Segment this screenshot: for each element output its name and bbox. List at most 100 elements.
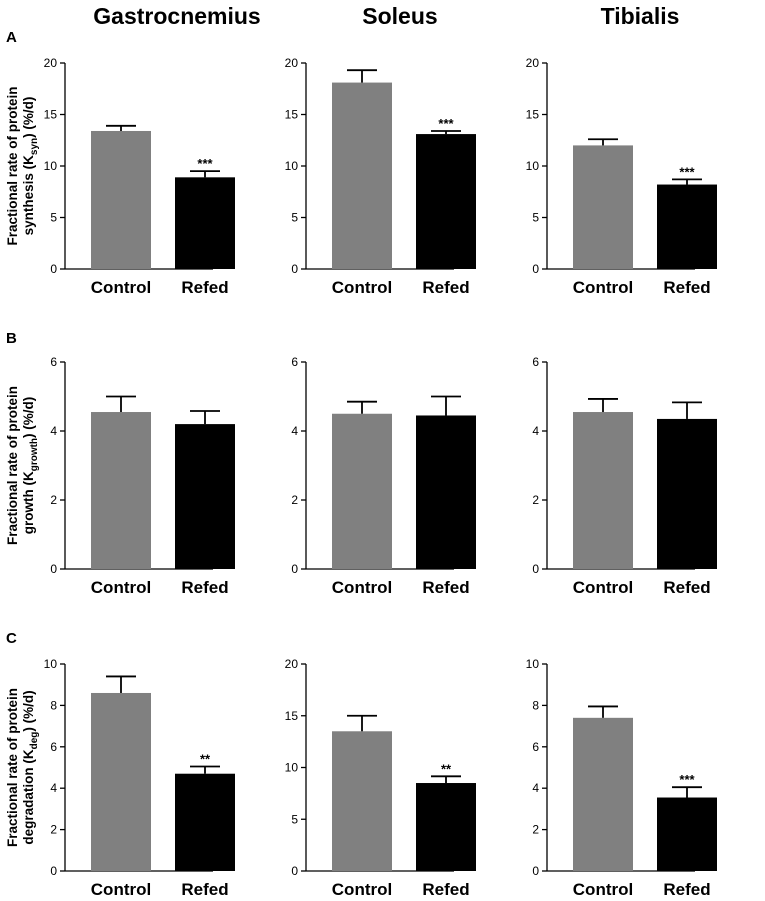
y-axis-label: Fractional rate of protein synthesis (Ksy… <box>5 86 40 245</box>
category-label-control: Control <box>91 880 151 899</box>
y-tick-label: 0 <box>532 562 539 576</box>
category-label-control: Control <box>573 278 633 297</box>
y-tick-label: 20 <box>285 56 299 70</box>
y-tick-label: 6 <box>532 355 539 369</box>
significance-marker: *** <box>679 772 695 787</box>
category-label-control: Control <box>91 578 151 597</box>
category-label-refed: Refed <box>663 880 710 899</box>
category-label-refed: Refed <box>663 278 710 297</box>
panel-letter-b: B <box>6 330 17 347</box>
y-tick-label: 0 <box>50 262 57 276</box>
bar-control <box>91 130 151 269</box>
y-tick-label: 10 <box>526 657 540 671</box>
y-tick-label: 6 <box>291 355 298 369</box>
bar-control <box>573 412 633 569</box>
y-axis-label-line1: Fractional rate of protein <box>5 688 20 847</box>
bar-control <box>332 82 392 269</box>
panel-c-soleus: 0 5 10 15 20 Control Refed ** <box>285 657 476 899</box>
bar-control <box>573 145 633 269</box>
y-axis-label-text: growth (K <box>21 471 36 534</box>
panel-a-soleus: 0 5 10 15 20 Control Refed *** <box>285 56 476 297</box>
significance-marker: ** <box>200 751 211 766</box>
y-tick-label: 2 <box>291 493 298 507</box>
y-tick-label: 4 <box>50 424 57 438</box>
bar-refed <box>175 424 235 569</box>
y-axis-label-unit: ) (%/d) <box>21 97 36 138</box>
y-tick-label: 4 <box>291 424 298 438</box>
y-tick-label: 0 <box>50 864 57 878</box>
column-titles: Gastrocnemius Soleus Tibialis <box>93 3 679 29</box>
bar-refed <box>416 783 476 871</box>
category-label-control: Control <box>573 880 633 899</box>
category-label-refed: Refed <box>422 278 469 297</box>
category-label-control: Control <box>332 278 392 297</box>
category-label-refed: Refed <box>422 880 469 899</box>
y-tick-label: 0 <box>291 864 298 878</box>
bar-refed <box>175 773 235 871</box>
y-tick-label: 0 <box>532 262 539 276</box>
y-axis-label-text: synthesis (K <box>21 155 36 236</box>
y-tick-label: 0 <box>50 562 57 576</box>
y-tick-label: 20 <box>285 657 299 671</box>
category-label-refed: Refed <box>181 278 228 297</box>
y-tick-label: 5 <box>291 812 298 826</box>
panel-a-gastrocnemius: 0 5 10 15 20 Control Refed *** A Fractional rate … <box>5 29 235 297</box>
y-tick-label: 20 <box>526 56 540 70</box>
y-tick-label: 15 <box>285 108 299 122</box>
bar-refed <box>657 797 717 871</box>
y-axis-label-line1: Fractional rate of protein <box>5 386 20 545</box>
panel-letter-a: A <box>6 29 17 46</box>
y-tick-label: 4 <box>532 424 539 438</box>
y-tick-label: 0 <box>532 864 539 878</box>
y-tick-label: 6 <box>50 355 57 369</box>
y-tick-label: 10 <box>285 159 299 173</box>
y-tick-label: 15 <box>285 709 299 723</box>
y-axis-label: Fractional rate of protein growth (Kgrowt… <box>5 386 40 545</box>
category-label-refed: Refed <box>422 578 469 597</box>
y-tick-label: 2 <box>532 823 539 837</box>
y-tick-label: 4 <box>50 781 57 795</box>
significance-marker: ** <box>441 761 452 776</box>
y-tick-label: 8 <box>532 698 539 712</box>
y-tick-label: 2 <box>50 823 57 837</box>
y-axis-label-unit: ) (%/d) <box>21 690 36 731</box>
y-axis-label-text: degradation (K <box>21 749 36 845</box>
category-label-refed: Refed <box>663 578 710 597</box>
column-title-tibialis: Tibialis <box>601 3 680 29</box>
panel-c-gastrocnemius: 0 2 4 6 8 10 Control Refed ** C Fractional rate of… <box>5 630 235 899</box>
y-tick-label: 10 <box>44 159 58 173</box>
y-tick-label: 5 <box>532 211 539 225</box>
panel-letter-c: C <box>6 630 17 647</box>
column-title-soleus: Soleus <box>362 3 437 29</box>
category-label-control: Control <box>91 278 151 297</box>
significance-marker: *** <box>679 164 695 179</box>
y-axis-label-unit: ) (%/d) <box>21 397 36 438</box>
y-axis-label-subscript: syn <box>29 138 40 155</box>
category-label-refed: Refed <box>181 578 228 597</box>
bar-refed <box>416 134 476 269</box>
y-tick-label: 2 <box>532 493 539 507</box>
bar-control <box>332 731 392 871</box>
y-tick-label: 10 <box>526 159 540 173</box>
bar-refed <box>416 415 476 569</box>
y-axis-label-line2: degradation (Kdeg) (%/d) <box>21 690 40 844</box>
y-axis-label-line1: Fractional rate of protein <box>5 86 20 245</box>
panel-a-tibialis: 0 5 10 15 20 Control Refed *** <box>526 56 717 297</box>
panel-b-soleus: 0 2 4 6 Control Refed <box>291 355 476 597</box>
bar-control <box>91 692 151 871</box>
y-tick-label: 10 <box>44 657 58 671</box>
y-tick-label: 20 <box>44 56 58 70</box>
y-axis-label: Fractional rate of protein degradation (K… <box>5 688 40 847</box>
y-tick-label: 2 <box>50 493 57 507</box>
bar-refed <box>657 184 717 269</box>
y-axis-label-line2: growth (Kgrowth) (%/d) <box>21 397 40 535</box>
y-tick-label: 5 <box>50 211 57 225</box>
y-tick-label: 0 <box>291 562 298 576</box>
y-axis-label-subscript: deg <box>29 732 40 750</box>
bar-refed <box>657 418 717 569</box>
category-label-control: Control <box>332 880 392 899</box>
bar-refed <box>175 177 235 269</box>
